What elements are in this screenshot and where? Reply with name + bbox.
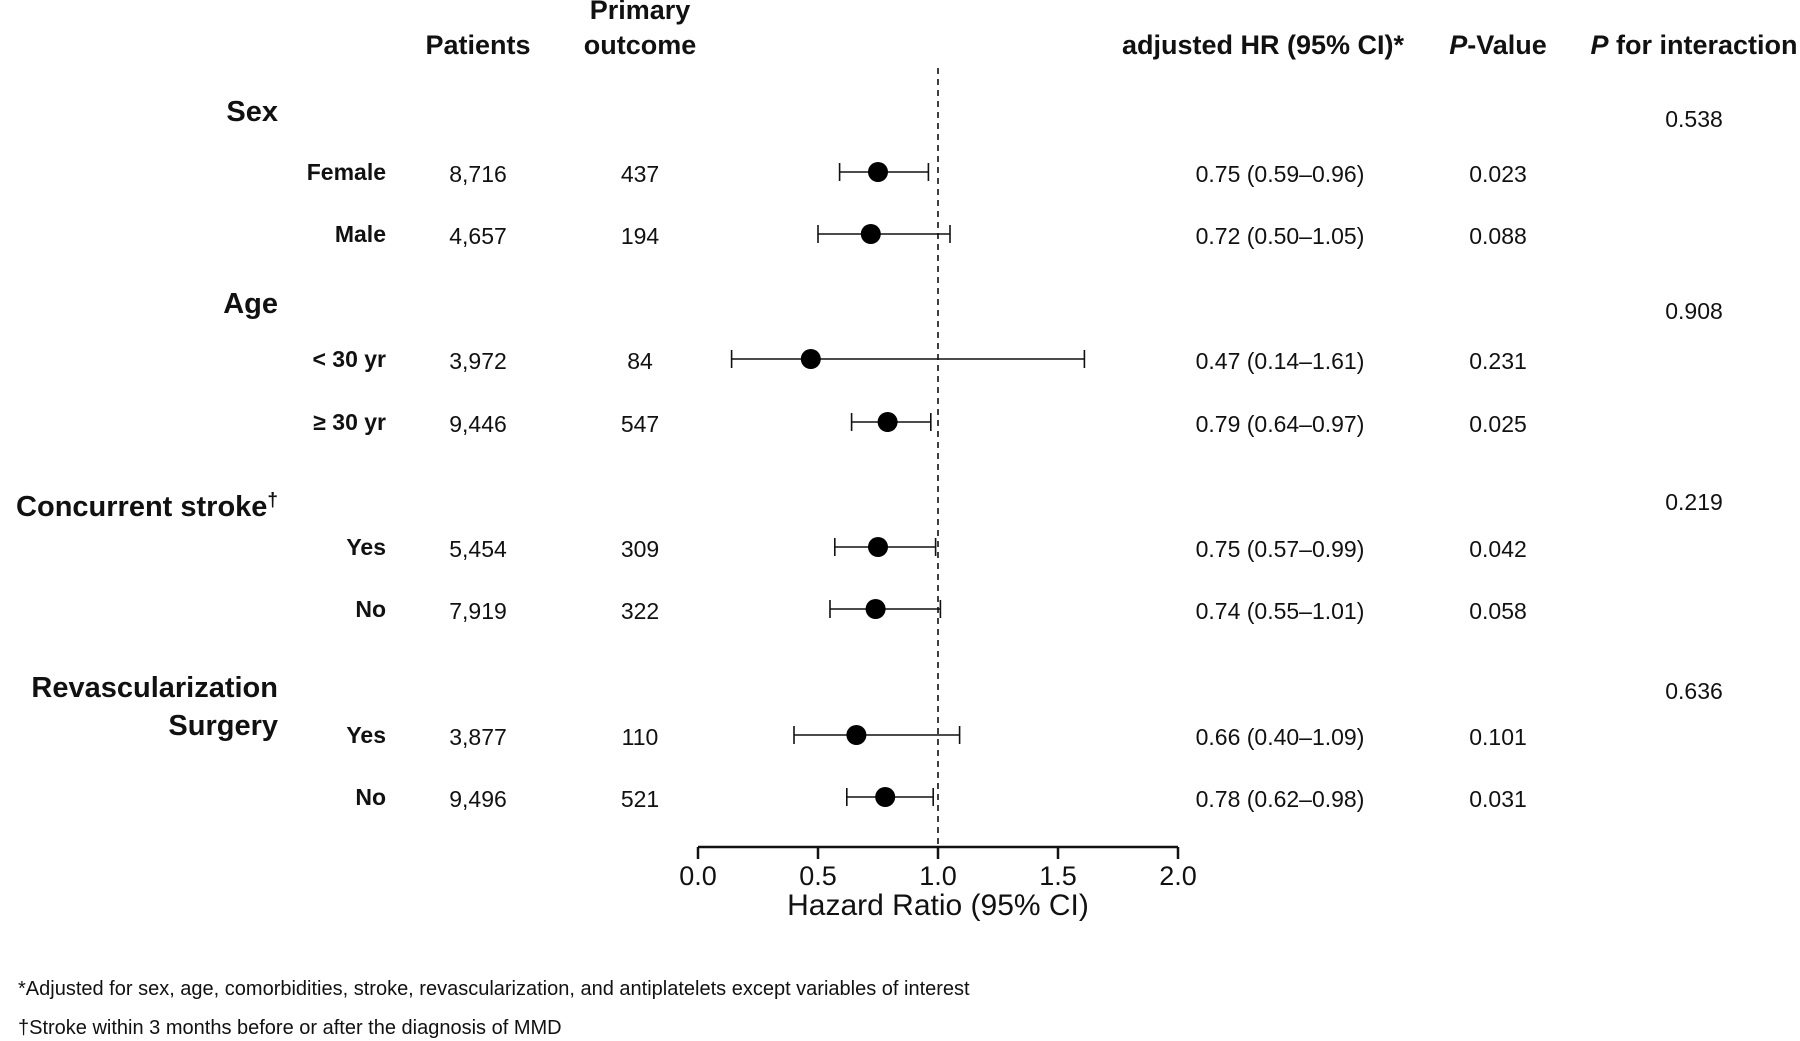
footnote-adjusted: *Adjusted for sex, age, comorbidities, s… [18,978,970,1000]
adjusted-hr-text: 0.75 (0.57–0.99) [1196,536,1365,562]
hr-point [868,537,888,557]
p-value: 0.031 [1469,786,1527,812]
primary-outcome-count: 521 [621,786,659,812]
p-interaction-value: 0.908 [1665,298,1723,324]
footnote-stroke: †Stroke within 3 months before or after … [18,1017,562,1039]
header-adjusted-hr: adjusted HR (95% CI)* [1122,30,1405,60]
patients-count: 7,919 [449,598,507,624]
hr-point [800,349,821,369]
adjusted-hr-text: 0.75 (0.59–0.96) [1196,161,1365,187]
adjusted-hr-text: 0.78 (0.62–0.98) [1196,786,1365,812]
header-patients: Patients [425,30,530,60]
column-headers: Patients Primary outcome adjusted HR (95… [425,0,1797,60]
x-tick-label: 2.0 [1159,861,1197,891]
primary-outcome-count: 110 [622,724,659,750]
x-axis-title: Hazard Ratio (95% CI) [787,889,1089,922]
x-tick-label: 0.0 [679,861,717,891]
p-value: 0.101 [1469,724,1527,750]
p-value: 0.025 [1469,411,1527,437]
header-outcome-line1: Primary [590,0,691,25]
subgroup-label: Yes [346,722,386,748]
group-label: Revascularization [31,672,278,704]
p-interaction-value: 0.538 [1665,106,1723,132]
patients-count: 3,972 [449,348,507,374]
subgroup-label: < 30 yr [312,346,386,372]
p-value: 0.042 [1469,536,1527,562]
x-tick-label: 1.5 [1039,861,1077,891]
x-tick-label: 0.5 [799,861,837,891]
primary-outcome-count: 437 [621,161,659,187]
header-p-value: P-Value [1449,30,1547,60]
adjusted-hr-text: 0.66 (0.40–1.09) [1196,724,1365,750]
adjusted-hr-text: 0.74 (0.55–1.01) [1196,598,1365,624]
hr-point [846,725,867,745]
hr-point [868,162,888,182]
patients-count: 9,446 [449,411,507,437]
subgroup-label: Yes [346,534,386,560]
adjusted-hr-text: 0.72 (0.50–1.05) [1196,223,1365,249]
patients-count: 3,877 [449,724,507,750]
primary-outcome-count: 194 [621,223,660,249]
header-p-value-italic: P [1449,30,1468,60]
primary-outcome-count: 322 [621,598,659,624]
p-interaction-value: 0.219 [1665,489,1723,515]
group-label: Age [223,288,278,320]
forest-plot: Patients Primary outcome adjusted HR (95… [16,0,1797,922]
p-interaction-value: 0.636 [1665,678,1723,704]
group-label: Surgery [168,710,278,742]
patients-count: 5,454 [449,536,507,562]
hr-point [860,224,881,244]
header-p-interaction-italic: P [1590,30,1609,60]
subgroup-label: ≥ 30 yr [313,409,386,435]
primary-outcome-count: 547 [621,411,659,437]
primary-outcome-count: 84 [627,348,653,374]
subgroup-rows: Sex 0.538 Female 8,716 437 0.75 (0.59–0.96) 0.… [16,96,1723,812]
header-p-interaction-rest: for interaction [1609,30,1798,60]
group-label: Sex [226,96,278,128]
p-value: 0.058 [1469,598,1527,624]
adjusted-hr-text: 0.79 (0.64–0.97) [1196,411,1365,437]
subgroup-label: Male [335,221,386,247]
x-tick-label: 1.0 [919,861,957,891]
adjusted-hr-text: 0.47 (0.14–1.61) [1196,348,1365,374]
header-p-interaction: P for interaction [1590,30,1797,60]
patients-count: 8,716 [449,161,507,187]
group-label: Concurrent stroke† [16,490,278,524]
patients-count: 4,657 [449,223,507,249]
p-value: 0.023 [1469,161,1527,187]
p-value: 0.231 [1469,348,1527,374]
patients-count: 9,496 [449,786,507,812]
subgroup-label: Female [307,159,386,185]
hr-point [865,599,886,619]
x-axis: 0.0 0.5 1.0 1.5 2.0 Hazard Ratio (95% CI) [679,68,1197,922]
subgroup-label: No [355,784,386,810]
primary-outcome-count: 309 [621,536,659,562]
group-label-footnote-mark: † [267,490,278,511]
hr-point [875,787,896,807]
subgroup-label: No [355,596,386,622]
header-p-value-rest: -Value [1467,30,1547,60]
header-outcome-line2: outcome [584,30,697,60]
hr-point [877,412,898,432]
p-value: 0.088 [1469,223,1527,249]
